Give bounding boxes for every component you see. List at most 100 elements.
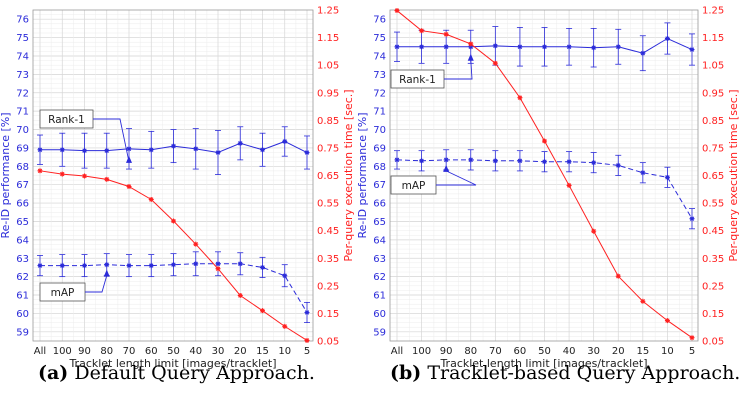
annotation-label-map: mAP bbox=[402, 180, 426, 192]
data-point-execution-time bbox=[193, 241, 199, 247]
data-point-map bbox=[542, 159, 547, 165]
chart-panel-b: 59 60 61 62 63 64 65 66 67 68 69 70 71 72 73 74 75 76 0.05… bbox=[356, 6, 740, 371]
y-right-tick-label: 0.25 bbox=[317, 281, 339, 292]
y-right-tick-label: 0.15 bbox=[702, 309, 724, 320]
y-right-tick-label: 0.95 bbox=[317, 88, 339, 99]
y-right-tick-label: 1.05 bbox=[702, 61, 724, 72]
data-point-execution-time bbox=[542, 138, 547, 144]
data-point-map bbox=[566, 159, 572, 165]
data-point-map bbox=[517, 158, 523, 164]
data-point-execution-time bbox=[394, 8, 400, 14]
annotation-leader-rank-1 bbox=[93, 118, 130, 162]
y-right-tick-label: 0.85 bbox=[702, 116, 724, 127]
x-tick-label: 10 bbox=[661, 346, 674, 357]
caption-panel-a: (a) Default Query Approach. bbox=[38, 362, 315, 384]
data-point-map bbox=[148, 263, 154, 269]
y-left-tick-label: 71 bbox=[373, 107, 386, 118]
data-point-map bbox=[419, 158, 425, 164]
data-point-execution-time bbox=[237, 292, 243, 298]
data-point-rank-1 bbox=[126, 146, 132, 152]
data-point-rank-1 bbox=[193, 146, 199, 152]
y-left-tick-label: 69 bbox=[16, 143, 29, 154]
y-left-tick-label: 60 bbox=[16, 309, 29, 320]
y-left-tick-label: 71 bbox=[16, 107, 29, 118]
data-point-rank-1 bbox=[492, 43, 498, 49]
x-tick-label: 70 bbox=[123, 346, 136, 357]
data-point-map bbox=[640, 170, 646, 176]
data-point-rank-1 bbox=[394, 44, 400, 50]
annotation-leader-rank-1 bbox=[444, 59, 473, 80]
data-point-execution-time bbox=[104, 176, 110, 182]
data-point-map bbox=[193, 261, 199, 267]
data-point-rank-1 bbox=[664, 36, 670, 42]
data-point-map bbox=[443, 157, 449, 163]
y-right-axis-label: Per-query execution time [sec.] bbox=[342, 89, 355, 261]
data-point-rank-1 bbox=[419, 44, 425, 50]
data-point-execution-time bbox=[566, 182, 572, 188]
x-tick-label: 60 bbox=[514, 346, 527, 357]
data-point-rank-1 bbox=[640, 50, 646, 56]
y-left-tick-label: 73 bbox=[373, 70, 386, 81]
y-left-tick-label: 61 bbox=[16, 291, 29, 302]
x-tick-label: All bbox=[34, 346, 46, 357]
data-point-map bbox=[171, 262, 176, 268]
y-left-tick-label: 63 bbox=[373, 254, 386, 265]
data-point-rank-1 bbox=[104, 148, 110, 154]
x-tick-label: 20 bbox=[612, 346, 625, 357]
data-point-execution-time bbox=[615, 273, 621, 279]
x-tick-label: 80 bbox=[464, 346, 477, 357]
data-point-rank-1 bbox=[615, 44, 621, 50]
x-tick-label: 90 bbox=[440, 346, 453, 357]
data-point-execution-time bbox=[492, 60, 498, 66]
y-left-axis-label: Re-ID performance [%] bbox=[356, 112, 369, 238]
y-left-tick-label: 67 bbox=[16, 180, 29, 191]
data-point-execution-time bbox=[591, 228, 597, 234]
data-point-map bbox=[215, 261, 221, 267]
y-right-tick-label: 1.25 bbox=[317, 6, 339, 17]
data-point-execution-time bbox=[260, 308, 265, 314]
y-right-tick-label: 0.75 bbox=[702, 143, 724, 154]
y-right-tick-label: 0.75 bbox=[317, 143, 339, 154]
data-point-map bbox=[37, 263, 43, 269]
data-point-map bbox=[615, 162, 621, 168]
annotation-arrowhead-map bbox=[103, 269, 110, 277]
data-point-map bbox=[664, 174, 670, 180]
data-point-execution-time bbox=[282, 323, 288, 329]
data-point-rank-1 bbox=[82, 148, 87, 154]
data-point-rank-1 bbox=[260, 147, 265, 153]
y-right-tick-label: 1.05 bbox=[317, 61, 339, 72]
data-point-map bbox=[304, 309, 310, 315]
y-left-tick-label: 61 bbox=[373, 291, 386, 302]
data-point-execution-time bbox=[59, 171, 65, 177]
y-right-axis-label: Per-query execution time [sec.] bbox=[727, 89, 740, 261]
data-point-map bbox=[689, 216, 695, 222]
y-right-tick-label: 0.55 bbox=[317, 199, 339, 210]
y-right-tick-label: 0.25 bbox=[702, 281, 724, 292]
y-left-axis-label: Re-ID performance [%] bbox=[0, 112, 12, 238]
annotation-arrowhead-map bbox=[443, 164, 450, 172]
data-point-map bbox=[59, 263, 65, 269]
data-point-execution-time bbox=[640, 298, 646, 304]
data-point-rank-1 bbox=[689, 47, 695, 53]
x-tick-label: 100 bbox=[412, 346, 431, 357]
y-left-tick-label: 59 bbox=[373, 327, 386, 338]
x-tick-label: 70 bbox=[489, 346, 502, 357]
plot-frame bbox=[389, 9, 699, 342]
y-left-tick-label: 74 bbox=[16, 51, 29, 62]
x-tick-label: 40 bbox=[189, 346, 202, 357]
annotation-label-map: mAP bbox=[51, 287, 75, 299]
y-left-tick-label: 67 bbox=[373, 180, 386, 191]
y-left-tick-label: 68 bbox=[373, 162, 386, 173]
data-point-execution-time bbox=[419, 28, 425, 34]
data-point-execution-time bbox=[468, 41, 474, 47]
y-right-tick-label: 1.25 bbox=[702, 6, 724, 17]
x-tick-label: 30 bbox=[587, 346, 600, 357]
data-point-execution-time bbox=[304, 337, 310, 343]
data-point-execution-time bbox=[126, 184, 132, 190]
y-left-tick-label: 75 bbox=[16, 33, 29, 44]
data-point-map bbox=[468, 157, 474, 163]
annotation-arrowhead-rank-1 bbox=[126, 155, 132, 163]
data-point-rank-1 bbox=[171, 143, 176, 149]
y-right-tick-label: 0.55 bbox=[702, 199, 724, 210]
